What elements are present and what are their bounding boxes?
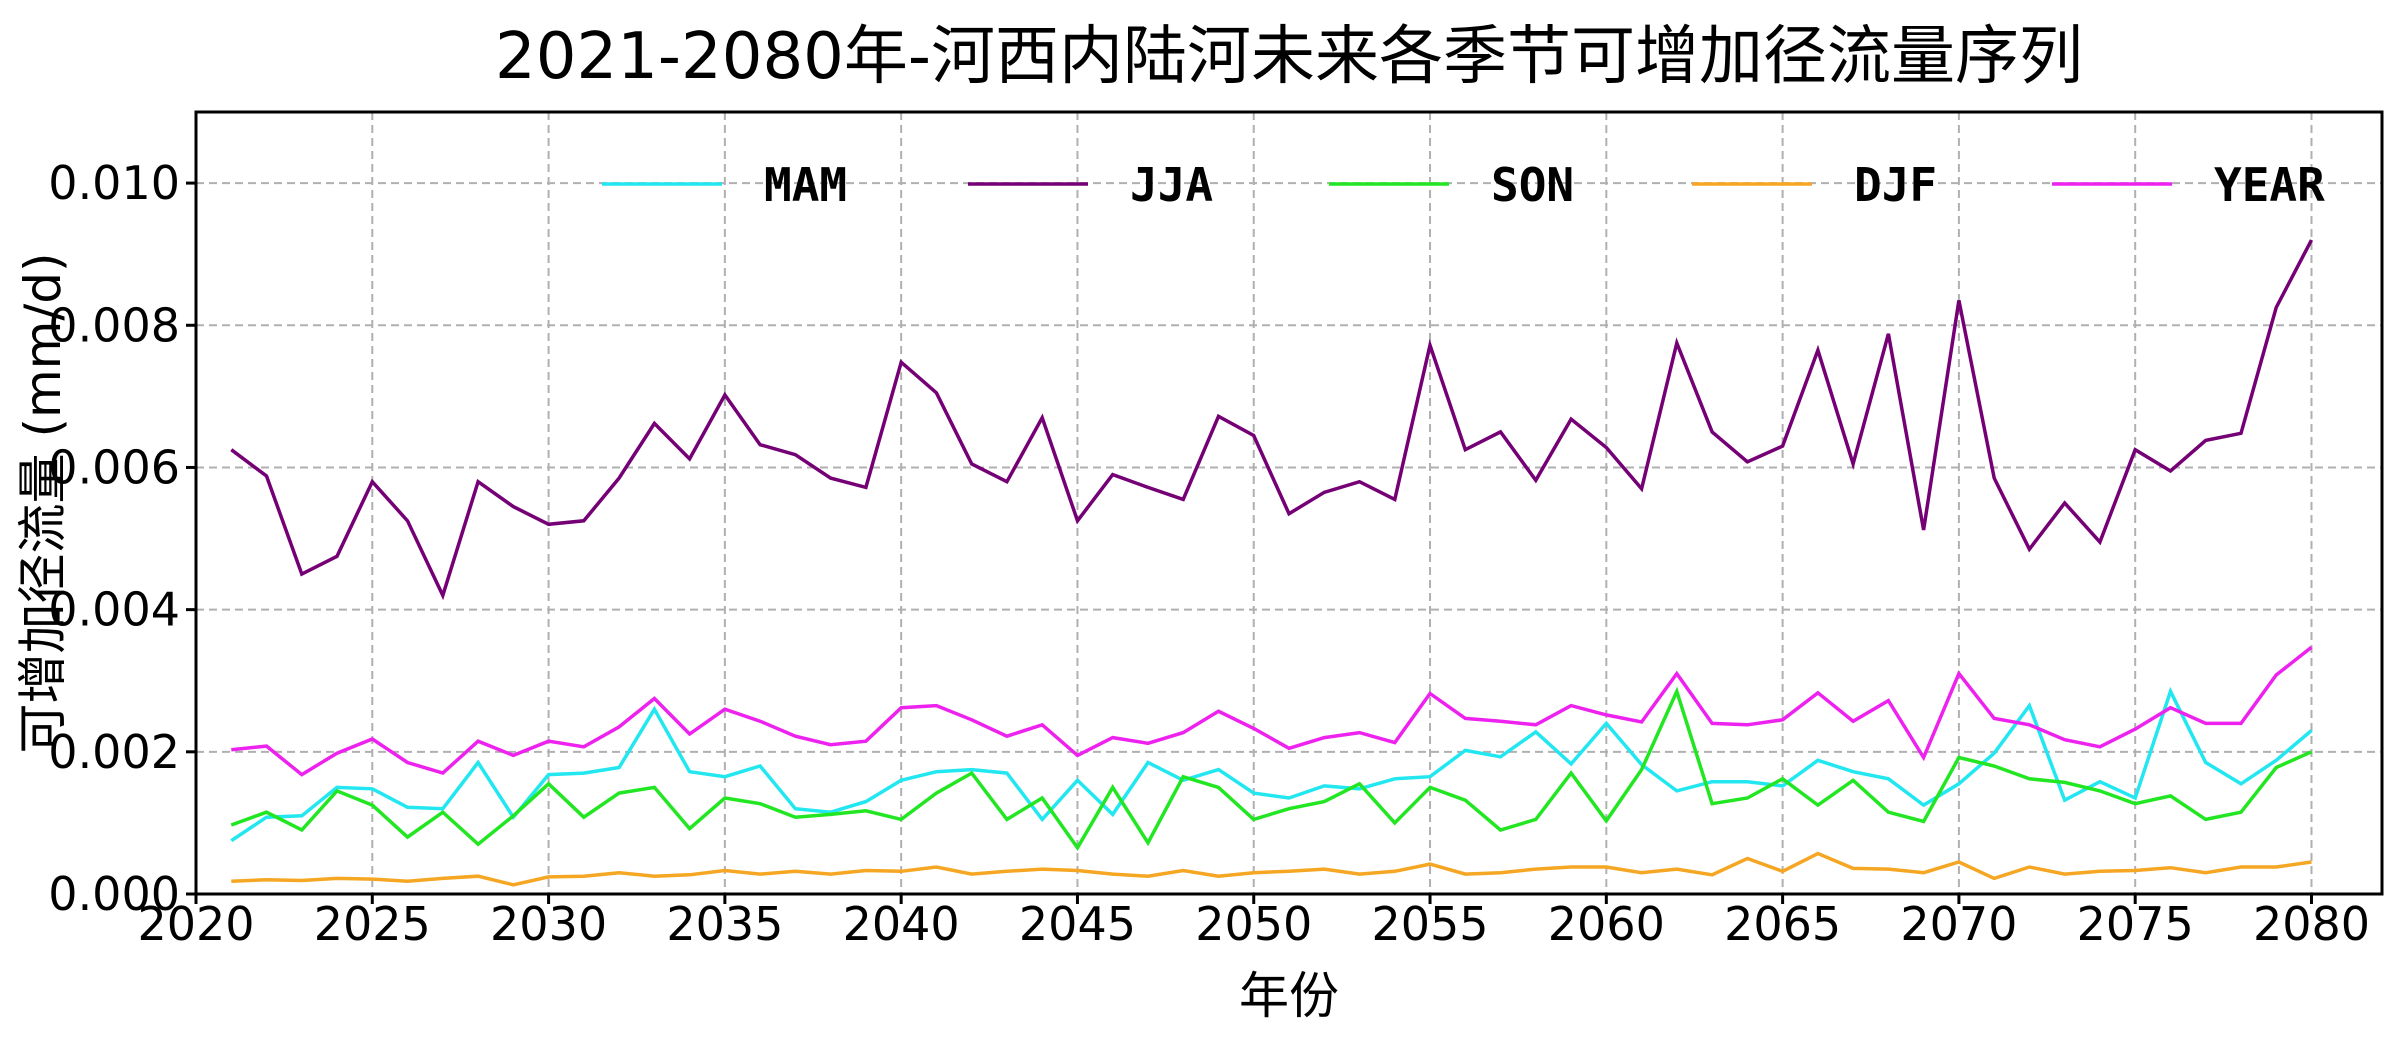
- series-lines: [230, 239, 2314, 887]
- x-tick-label: 2065: [1724, 897, 1841, 951]
- y-tick-label: 0.006: [48, 440, 180, 494]
- x-tick-label: 2070: [1900, 897, 2017, 951]
- y-axis-label: 可增加径流量 (mm/d): [14, 253, 72, 754]
- y-tick-label: 0.004: [48, 583, 180, 637]
- x-tick-label: 2040: [843, 897, 960, 951]
- legend-item-son: SON: [1329, 158, 1574, 212]
- x-axis-label: 年份: [1239, 967, 1339, 1025]
- y-tick-label: 0.010: [48, 156, 180, 210]
- legend-item-mam: MAM: [602, 158, 847, 212]
- x-tick-label: 2075: [2077, 897, 2194, 951]
- series-line-jja: [230, 239, 2314, 601]
- legend: MAM JJA SON DJF YEAR: [602, 158, 2325, 212]
- legend-label: SON: [1491, 158, 1574, 212]
- legend-item-jja: JJA: [968, 158, 1213, 212]
- legend-item-djf: DJF: [1692, 158, 1937, 212]
- y-tick-label: 0.008: [48, 298, 180, 352]
- x-tick-label: 2020: [137, 897, 254, 951]
- y-axis-ticks: 0.000 0.002 0.004 0.006 0.008 0.010: [48, 156, 196, 921]
- legend-label: MAM: [764, 158, 847, 212]
- x-tick-label: 2025: [314, 897, 431, 951]
- series-line-djf: [231, 851, 2312, 887]
- x-axis-ticks: 2020 2025 2030 2035 2040 2045 2050 2055 2060 2065…: [137, 894, 2370, 951]
- series-line-year: [231, 645, 2313, 777]
- x-tick-label: 2080: [2253, 897, 2370, 951]
- y-tick-label: 0.002: [48, 725, 180, 779]
- series-line-mam: [230, 686, 2313, 843]
- legend-item-year: YEAR: [2052, 158, 2325, 212]
- x-tick-label: 2045: [1019, 897, 1136, 951]
- y-tick-label: 0.000: [48, 867, 180, 921]
- chart-title: 2021-2080年-河西内陆河未来各季节可增加径流量序列: [495, 20, 2083, 94]
- x-tick-label: 2030: [490, 897, 607, 951]
- legend-label: YEAR: [2214, 158, 2325, 212]
- series-line-son: [230, 686, 2313, 852]
- x-tick-label: 2035: [666, 897, 783, 951]
- x-tick-label: 2050: [1195, 897, 1312, 951]
- plot-frame: [194, 110, 2384, 896]
- legend-label: JJA: [1130, 158, 1213, 212]
- x-tick-label: 2060: [1548, 897, 1665, 951]
- x-tick-label: 2055: [1371, 897, 1488, 951]
- legend-label: DJF: [1854, 158, 1937, 212]
